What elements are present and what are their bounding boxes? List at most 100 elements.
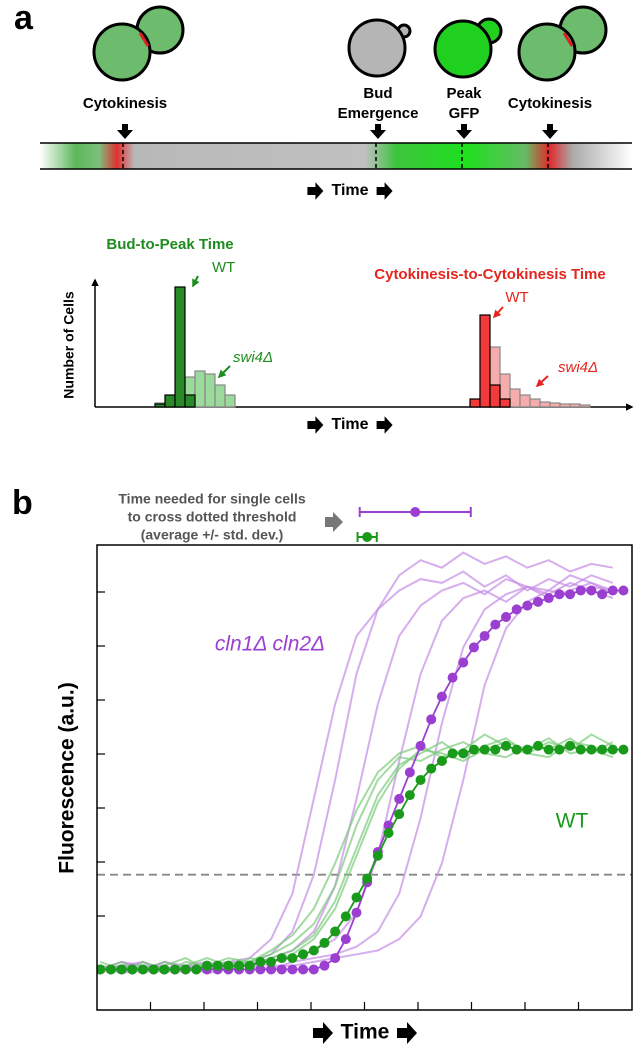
mean-point xyxy=(394,793,405,804)
mean-point xyxy=(330,953,341,964)
mean-point xyxy=(586,744,597,755)
group-title: Bud-to-Peak Time xyxy=(106,236,233,253)
mean-point xyxy=(511,604,522,615)
trace xyxy=(99,737,614,975)
mean-line xyxy=(100,589,624,971)
hist-bar xyxy=(519,394,531,408)
hist-bar xyxy=(509,388,521,408)
event-label: Cytokinesis xyxy=(83,95,167,112)
pointer xyxy=(492,306,504,319)
mean-point xyxy=(468,744,479,755)
event-label: Peak xyxy=(446,85,482,102)
hist-bar xyxy=(194,370,206,408)
mean-point xyxy=(447,748,458,759)
mean-point xyxy=(383,828,394,839)
mean-point xyxy=(458,657,469,668)
mean-point xyxy=(436,756,447,767)
mean-point xyxy=(586,585,597,596)
mean-point xyxy=(159,964,170,975)
mean-point xyxy=(479,630,490,641)
down-arrow xyxy=(117,124,133,139)
mean-point xyxy=(522,744,533,755)
mean-point xyxy=(255,956,266,967)
mean-point xyxy=(543,744,554,755)
mean-point xyxy=(500,612,511,623)
pointer xyxy=(535,375,549,388)
hist-bar xyxy=(479,314,491,408)
mean-point xyxy=(479,744,490,755)
mean-point xyxy=(543,593,554,604)
event-label: Bud xyxy=(363,85,392,102)
series-label: WT xyxy=(212,259,235,276)
mean-point xyxy=(565,589,576,600)
mean-point xyxy=(351,907,362,918)
event-label: Emergence xyxy=(338,105,419,122)
mean-point xyxy=(522,600,533,611)
arrow-icon xyxy=(307,182,324,200)
mean-point xyxy=(340,934,351,945)
mean-point xyxy=(607,585,618,596)
mean-point xyxy=(436,691,447,702)
hist-bar xyxy=(214,384,226,408)
arrow-icon xyxy=(376,182,393,200)
event-label: GFP xyxy=(449,105,480,122)
arrow-icon xyxy=(307,416,324,434)
mean-point xyxy=(554,744,565,755)
mean-point xyxy=(490,619,501,630)
mean-point xyxy=(372,850,383,861)
mean-point xyxy=(607,744,618,755)
hist-bar xyxy=(164,394,176,408)
mean-point xyxy=(468,642,479,653)
hist-bar xyxy=(224,394,236,408)
mean-point xyxy=(618,585,629,596)
mean-point xyxy=(180,964,191,975)
down-arrow xyxy=(542,124,558,139)
plot xyxy=(97,551,632,975)
mean-point xyxy=(105,964,116,975)
hist-bar xyxy=(559,403,571,408)
mean-point xyxy=(223,960,234,971)
mean-point xyxy=(319,960,330,971)
group-title: Cytokinesis-to-Cytokinesis Time xyxy=(374,266,605,283)
cells xyxy=(92,5,608,82)
hist-bar xyxy=(499,398,511,408)
mean-point xyxy=(266,964,277,975)
mean-point xyxy=(394,809,405,820)
mean-point xyxy=(287,964,298,975)
series-label: cln1Δ cln2Δ xyxy=(215,633,325,656)
error-mean xyxy=(410,507,421,517)
hist-bar xyxy=(529,398,541,408)
axis-ticks xyxy=(97,591,580,1010)
mean-point xyxy=(575,744,586,755)
series-label: WT xyxy=(556,810,589,833)
arrow-icon xyxy=(397,1022,417,1044)
mean-point xyxy=(308,964,319,975)
note: (average +/- std. dev.) xyxy=(141,527,284,543)
mean-point xyxy=(351,892,362,903)
mean-point xyxy=(234,960,245,971)
hist-bar xyxy=(549,402,561,408)
mean-point xyxy=(97,964,106,975)
mean-point xyxy=(447,672,458,683)
mean-point xyxy=(266,956,277,967)
x-axis-label: Time xyxy=(341,1021,390,1044)
mean-point xyxy=(404,790,415,801)
mean-point xyxy=(255,964,266,975)
arrow-icon xyxy=(376,416,393,434)
mean-point xyxy=(330,926,341,937)
mean-point xyxy=(127,964,138,975)
mean-point xyxy=(137,964,148,975)
note: Time needed for single cells xyxy=(118,491,305,507)
mean-point xyxy=(169,964,180,975)
event-label: Cytokinesis xyxy=(508,95,592,112)
mean-point xyxy=(597,744,608,755)
mean-point xyxy=(191,964,202,975)
axis-label: Time xyxy=(331,182,368,199)
hist-bar xyxy=(184,394,196,408)
mean-point xyxy=(298,949,309,960)
mean-point xyxy=(511,744,522,755)
hist-bar xyxy=(539,401,551,408)
pointer xyxy=(192,275,200,288)
mean-point xyxy=(298,964,309,975)
